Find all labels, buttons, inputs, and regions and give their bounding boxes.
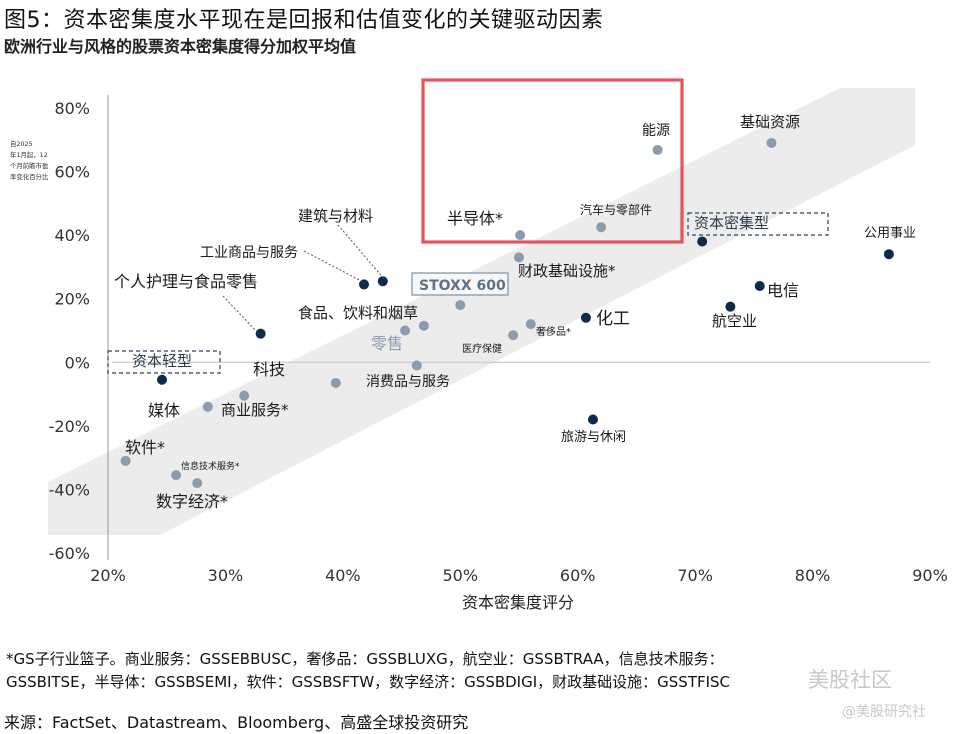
data-point — [202, 401, 213, 412]
watermark-text: 美股社区 — [808, 668, 892, 692]
data-point — [358, 279, 369, 290]
point-label: 化工 — [596, 309, 630, 329]
point-label: 建筑与材料 — [298, 207, 373, 225]
data-point — [418, 320, 429, 331]
point-label: 信息技术服务* — [181, 460, 240, 472]
capital-intensity-band — [48, 88, 915, 535]
data-point — [157, 374, 168, 385]
data-point — [514, 252, 524, 263]
chart-subtitle: 欧洲行业与风格的股票资本密集度得分加权平均值 — [4, 37, 357, 56]
data-point — [883, 249, 894, 260]
data-point — [766, 137, 777, 148]
y-tick-label: -40% — [49, 480, 90, 499]
point-label: 公用事业 — [864, 226, 916, 241]
data-point — [255, 328, 266, 339]
point-label: 旅游与休闲 — [561, 430, 626, 445]
data-point — [411, 360, 422, 371]
point-label: 个人护理与食品零售 — [114, 272, 258, 291]
heavy-capital-box-label: 资本密集型 — [694, 214, 769, 232]
leader-line — [303, 250, 366, 284]
point-label: 商业服务* — [221, 401, 289, 419]
data-point — [120, 455, 131, 466]
y-axis-label: 自2025 年1月起，12 个月前瞻市盈率变化百分比 — [10, 139, 49, 181]
point-label: 航空业 — [712, 312, 757, 330]
point-label: 科技 — [253, 360, 285, 379]
x-tick-label: 30% — [208, 566, 244, 585]
point-label: STOXX 600 — [419, 278, 506, 294]
data-points — [120, 137, 894, 489]
x-tick-labels: 20% 30% 40% 50% 60% 70% 80% 90% — [90, 566, 948, 585]
leader-line — [337, 224, 386, 281]
x-axis-label: 资本密集度评分 — [462, 593, 574, 612]
data-point — [652, 144, 663, 155]
x-tick-label: 60% — [560, 566, 596, 585]
y-tick-label: -60% — [49, 544, 90, 563]
data-point — [171, 470, 182, 481]
chart-title: 图5：资本密集度水平现在是回报和估值变化的关键驱动因素 — [4, 8, 604, 33]
y-tick-label: 80% — [54, 99, 90, 118]
y-tick-label: 40% — [54, 226, 90, 245]
y-tick-label: -20% — [49, 417, 90, 436]
data-point — [754, 281, 765, 291]
source-note: 来源：FactSet、Datastream、Bloomberg、高盛全球投资研究 — [4, 713, 469, 732]
leader-line — [222, 295, 259, 334]
point-label: 汽车与零部件 — [580, 202, 652, 217]
point-label: 食品、饮料和烟草 — [298, 304, 418, 322]
y-tick-label: 0% — [65, 353, 90, 372]
point-label: 医疗保健 — [462, 342, 502, 355]
heavy-capital-box — [687, 212, 829, 236]
data-point — [697, 236, 708, 247]
x-tick-label: 80% — [795, 566, 831, 585]
point-label: 媒体 — [148, 401, 180, 420]
data-point — [508, 330, 519, 341]
watermark-handle: @美股研究社 — [842, 704, 926, 720]
light-capital-box-label: 资本轻型 — [132, 352, 192, 370]
stoxx-600-box — [411, 272, 509, 296]
data-point — [580, 312, 591, 323]
data-point — [515, 230, 526, 241]
point-label: 零售 — [371, 334, 403, 353]
point-label: 工业商品与服务 — [200, 245, 298, 261]
point-label: 消费品与服务 — [366, 374, 450, 390]
data-point — [192, 478, 203, 489]
x-tick-label: 20% — [90, 566, 126, 585]
x-tick-label: 40% — [325, 566, 361, 585]
data-point — [587, 414, 598, 425]
point-label: 奢侈品* — [536, 325, 571, 338]
x-tick-label: 70% — [677, 566, 713, 585]
data-point — [455, 300, 466, 311]
point-label: 基础资源 — [740, 113, 800, 131]
data-point — [239, 390, 250, 401]
data-point — [596, 222, 607, 233]
footnote-line-1: *GS子行业篮子。商业服务：GSSEBBUSC，奢侈品：GSSBLUXG，航空业… — [6, 650, 724, 668]
data-point — [377, 276, 388, 287]
x-tick-label: 50% — [443, 566, 479, 585]
light-capital-box — [107, 350, 221, 374]
scatter-chart: -60% -40% -20% 0% 20% 40% 60% 80% 20% 30% 40% 50% 6… — [10, 78, 948, 612]
leader-lines — [222, 224, 386, 334]
point-label: 财政基础设施* — [518, 262, 616, 280]
point-label: 半导体* — [447, 209, 503, 228]
x-tick-label: 90% — [912, 566, 948, 585]
data-point — [330, 377, 341, 388]
highlight-box — [421, 78, 684, 244]
footnote: *GS子行业篮子。商业服务：GSSEBBUSC，奢侈品：GSSBLUXG，航空业… — [6, 648, 956, 694]
data-point — [400, 325, 411, 336]
point-label: 数字经济* — [156, 492, 228, 511]
point-label: 电信 — [767, 281, 799, 300]
y-tick-label: 60% — [54, 163, 90, 182]
y-tick-label: 20% — [54, 290, 90, 309]
footnote-line-2: GSSBITSE，半导体：GSSBSEMI，软件：GSSBSFTW，数字经济：G… — [6, 673, 731, 691]
y-tick-labels: -60% -40% -20% 0% 20% 40% 60% 80% — [49, 99, 90, 563]
data-point — [725, 301, 736, 312]
point-label: 软件* — [125, 438, 165, 457]
data-point — [525, 319, 536, 330]
point-label: 能源 — [642, 123, 670, 139]
